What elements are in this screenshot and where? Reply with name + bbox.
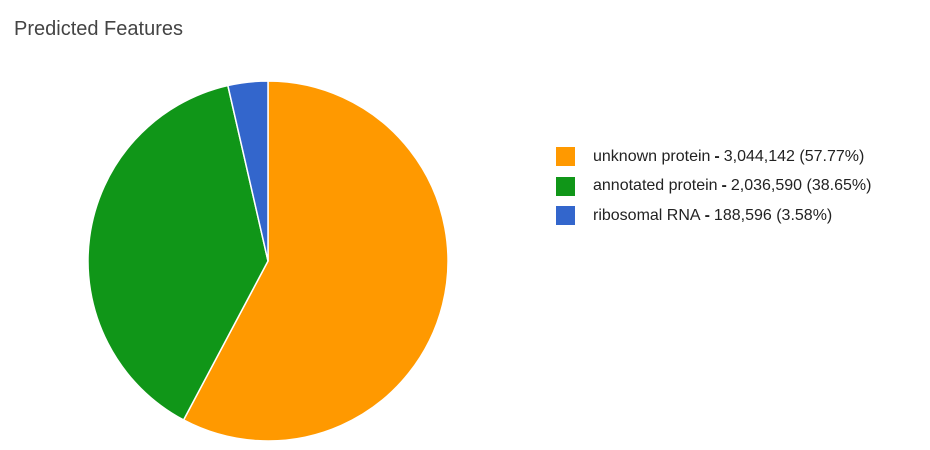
legend-separator: - [714, 147, 720, 165]
legend-value-annotated-protein: 2,036,590 [730, 177, 803, 195]
legend-value-ribosomal-rna: 188,596 [713, 206, 772, 224]
legend-item-annotated-protein[interactable]: annotated protein - 2,036,590 (38.65%) [556, 172, 871, 202]
legend-item-unknown-protein[interactable]: unknown protein - 3,044,142 (57.77%) [556, 142, 871, 172]
legend-separator: - [704, 206, 710, 224]
legend-value-unknown-protein: 3,044,142 [723, 147, 795, 165]
legend-label-unknown-protein: unknown protein [593, 147, 711, 165]
pie-slice-annotated-protein[interactable] [87, 84, 269, 421]
legend-percent-unknown-protein: (57.77%) [799, 147, 865, 165]
chart-title: Predicted Features [14, 18, 183, 40]
legend: unknown protein - 3,044,142 (57.77%) ann… [556, 142, 871, 231]
legend-swatch-ribosomal-rna [556, 206, 575, 226]
legend-item-ribosomal-rna[interactable]: ribosomal RNA - 188,596 (3.58%) [556, 201, 871, 231]
legend-swatch-unknown-protein [556, 147, 575, 167]
legend-separator: - [721, 177, 727, 195]
legend-swatch-annotated-protein [556, 176, 575, 196]
legend-percent-ribosomal-rna: (3.58%) [776, 206, 833, 224]
legend-label-ribosomal-rna: ribosomal RNA [593, 206, 701, 224]
legend-label-annotated-protein: annotated protein [593, 177, 718, 195]
legend-percent-annotated-protein: (38.65%) [806, 177, 872, 195]
pie-slice-unknown-protein[interactable] [182, 80, 449, 442]
pie-slice-ribosomal-rna[interactable] [227, 80, 269, 262]
